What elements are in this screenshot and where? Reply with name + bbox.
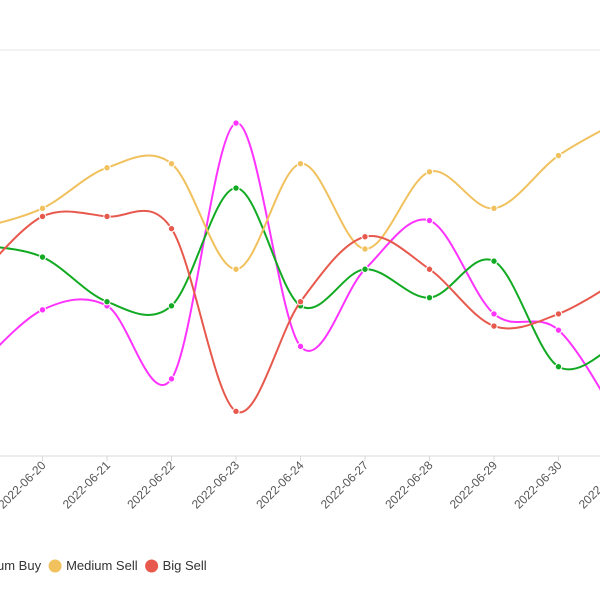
legend-label: Medium Sell xyxy=(66,558,138,573)
data-point-3-5[interactable] xyxy=(296,298,305,306)
legend-label: Big Sell xyxy=(163,558,207,573)
x-tick-label: 2022-06-22 xyxy=(124,458,178,512)
data-point-3-1[interactable] xyxy=(38,212,47,221)
legend-label: um Buy xyxy=(0,558,42,573)
x-tick-label: 2022-06-23 xyxy=(189,458,243,512)
data-point-3-9[interactable] xyxy=(554,310,563,318)
series-layer xyxy=(0,119,600,416)
legend-marker xyxy=(145,559,159,573)
data-point-3-2[interactable] xyxy=(103,212,111,221)
data-point-3-6[interactable] xyxy=(361,233,369,241)
series-2 xyxy=(0,130,600,273)
legend-item-1[interactable]: Medium Sell xyxy=(48,558,138,573)
data-point-3-4[interactable] xyxy=(232,407,240,416)
data-point-0-1[interactable] xyxy=(38,306,47,314)
data-point-1-9[interactable] xyxy=(554,362,563,371)
data-point-0-4[interactable] xyxy=(232,119,240,127)
data-point-3-8[interactable] xyxy=(490,322,498,330)
x-tick-label: 2022-06-29 xyxy=(447,458,501,512)
data-point-0-7[interactable] xyxy=(425,216,434,225)
x-tick-label: 2022-06-20 xyxy=(0,458,49,512)
series-line-1 xyxy=(0,187,600,371)
data-point-2-4[interactable] xyxy=(232,265,240,273)
data-point-1-3[interactable] xyxy=(167,302,176,310)
data-point-0-9[interactable] xyxy=(554,326,563,334)
data-point-1-6[interactable] xyxy=(361,265,369,273)
series-1 xyxy=(0,184,600,371)
legend-item-0[interactable]: um Buy xyxy=(0,558,42,573)
data-point-0-3[interactable] xyxy=(167,375,176,383)
x-tick-label: 2022-07-01 xyxy=(576,458,600,512)
x-tick-label: 2022-06-30 xyxy=(511,458,565,512)
legend-marker xyxy=(48,559,62,573)
series-line-2 xyxy=(0,130,600,271)
data-point-2-5[interactable] xyxy=(296,159,305,168)
data-point-1-4[interactable] xyxy=(232,184,240,192)
series-0 xyxy=(0,119,600,391)
series-3 xyxy=(0,209,600,416)
data-point-2-2[interactable] xyxy=(103,164,111,172)
legend-item-2[interactable]: Big Sell xyxy=(145,558,207,573)
data-point-2-1[interactable] xyxy=(38,204,47,213)
series-line-3 xyxy=(0,209,600,414)
x-tick-labels: 2022-06-20 2022-06-21 2022-06-22 2022-06-23… xyxy=(0,456,600,512)
data-point-2-8[interactable] xyxy=(490,204,498,213)
data-point-2-9[interactable] xyxy=(554,151,563,160)
data-point-3-7[interactable] xyxy=(425,265,434,273)
data-point-2-3[interactable] xyxy=(167,159,176,168)
x-tick-label: 2022-06-21 xyxy=(60,458,114,512)
data-point-1-1[interactable] xyxy=(38,253,47,261)
data-point-3-3[interactable] xyxy=(167,224,176,233)
legend[interactable]: um Buy Medium Sell Big Sell xyxy=(0,558,207,573)
data-point-2-7[interactable] xyxy=(425,168,434,176)
data-point-0-5[interactable] xyxy=(296,342,305,351)
grid-layer xyxy=(0,49,600,457)
data-point-1-7[interactable] xyxy=(425,293,434,302)
data-point-1-8[interactable] xyxy=(490,257,498,265)
x-tick-label: 2022-06-28 xyxy=(382,458,436,512)
data-point-0-8[interactable] xyxy=(490,310,498,318)
x-tick-label: 2022-06-24 xyxy=(253,458,307,512)
series-line-0 xyxy=(0,122,600,391)
data-point-1-2[interactable] xyxy=(103,298,111,306)
x-tick-label: 2022-06-27 xyxy=(318,458,372,512)
data-point-2-6[interactable] xyxy=(361,245,369,253)
